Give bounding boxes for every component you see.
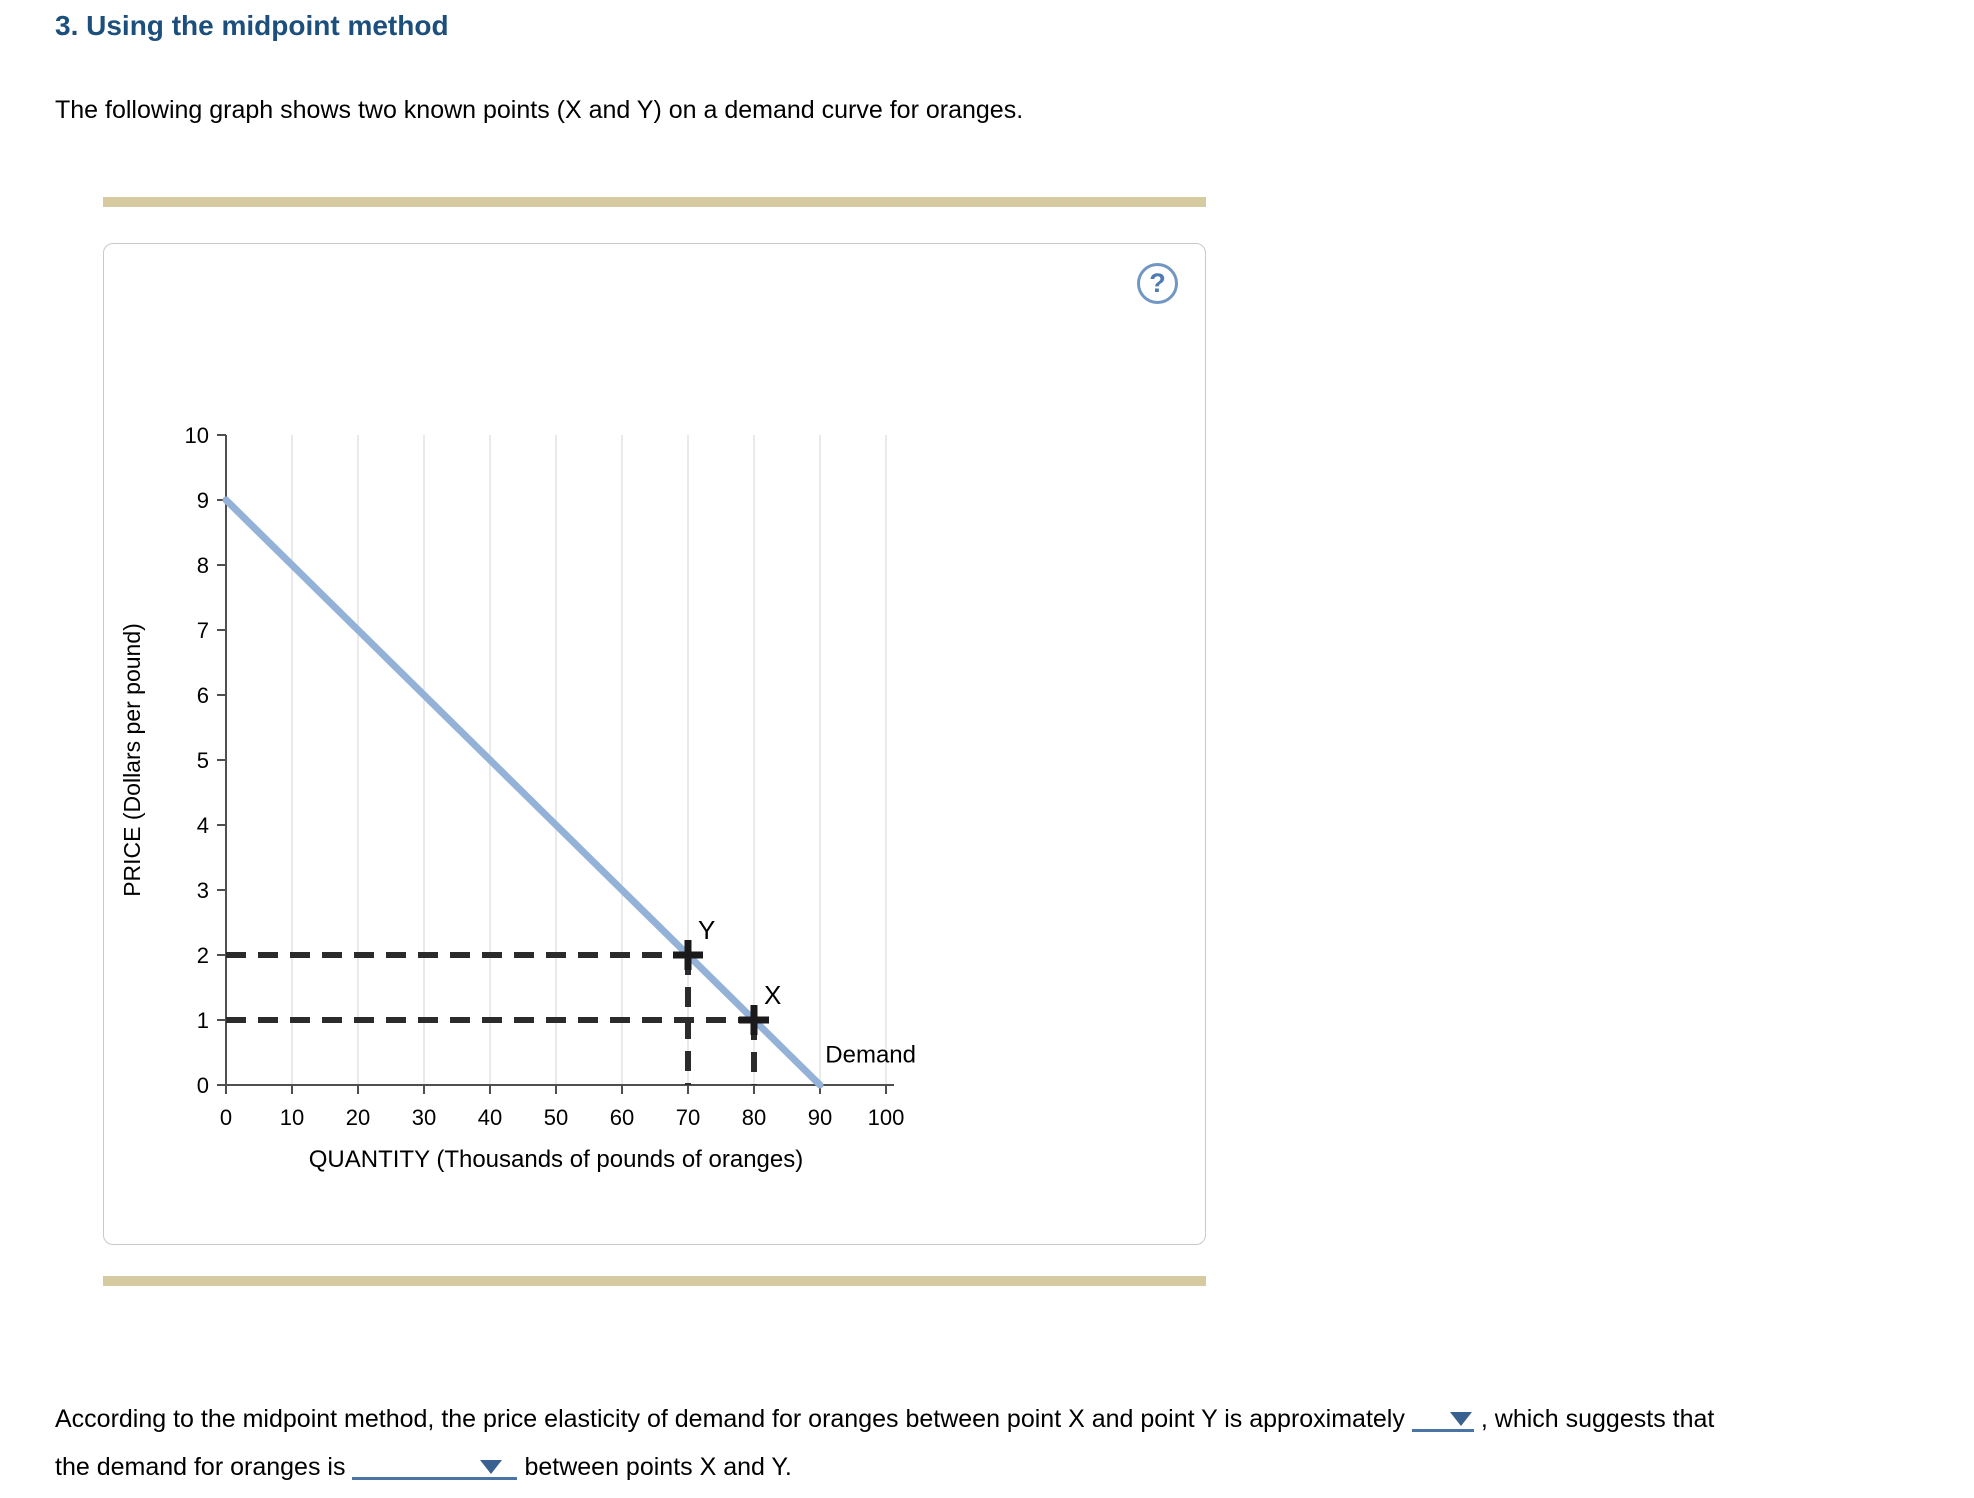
y-tick-label: 6 [197,683,209,708]
demand-chart: 0 10 20 30 40 50 60 70 80 90 100012345678910QUANTI… [119,423,916,1173]
bottom-separator [103,1276,1206,1286]
x-tick-label: 80 [742,1105,766,1130]
x-tick-label: 10 [280,1105,304,1130]
intro-text: The following graph shows two known poin… [55,96,1024,124]
x-tick-label: 100 [868,1105,905,1130]
y-tick-label: 2 [197,943,209,968]
problem-title: 3. Using the midpoint method [55,10,449,41]
question-line-2: the demand for oranges is between points … [55,1450,1965,1484]
help-icon[interactable]: ? [1137,263,1178,304]
y-tick-label: 8 [197,553,209,578]
x-tick-label: 40 [478,1105,502,1130]
x-tick-label: 60 [610,1105,634,1130]
y-tick-label: 9 [197,488,209,513]
question-part2-end: between points X and Y. [524,1453,792,1481]
y-tick-label: 4 [197,813,209,838]
demand-curve [222,496,824,1089]
question-line-1: According to the midpoint method, the pr… [55,1402,1965,1436]
x-tick-label: 90 [808,1105,832,1130]
x-tick-label: 0 [220,1105,232,1130]
y-tick-label: 5 [197,748,209,773]
point-label-Y: Y [698,915,715,945]
x-axis-title: QUANTITY (Thousands of pounds of oranges… [309,1146,803,1173]
x-tick-label: 50 [544,1105,568,1130]
point-label-X: X [764,980,781,1010]
chevron-down-icon [480,1460,503,1474]
x-tick-label: 20 [346,1105,370,1130]
elasticity-dropdown[interactable] [1411,1408,1474,1432]
question-part1-end: , which suggests that [1480,1405,1715,1433]
y-tick-label: 10 [185,423,209,448]
demand-type-dropdown[interactable] [352,1456,518,1480]
chevron-down-icon [1449,1412,1472,1426]
y-tick-label: 7 [197,618,209,643]
y-tick-label: 0 [197,1073,209,1098]
graph-panel: ? 0 10 20 30 40 50 60 70 80 90 100 0 1 2 3 4 5 6 7 8 9 10 QUAN… [103,243,1206,1245]
x-tick-label: 70 [676,1105,700,1130]
y-axis-title: PRICE (Dollars per pound) [119,623,145,897]
series-label: Demand [825,1041,916,1068]
y-tick-label: 3 [197,878,209,903]
top-separator [103,197,1206,207]
y-tick-label: 1 [197,1008,209,1033]
question-text: According to the midpoint method, the pr… [55,1402,1965,1498]
question-part1: According to the midpoint method, the pr… [55,1405,1405,1433]
question-part2: the demand for oranges is [55,1453,346,1481]
x-tick-label: 30 [412,1105,436,1130]
